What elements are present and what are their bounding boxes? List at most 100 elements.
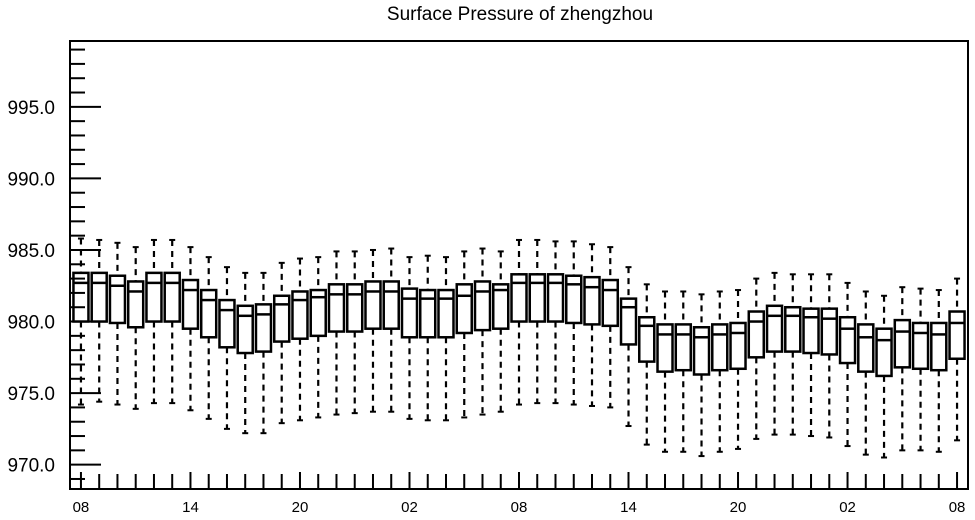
box-8 — [218, 266, 236, 430]
box-21 — [455, 250, 473, 419]
box-body — [838, 315, 857, 365]
y-tick-label: 970.0 — [7, 456, 55, 477]
box-42 — [838, 281, 857, 448]
box-11 — [272, 261, 291, 425]
box-body — [729, 321, 747, 371]
box-body — [930, 321, 948, 372]
box-body — [236, 304, 254, 355]
box-body — [218, 298, 236, 349]
box-4 — [145, 238, 163, 405]
box-body — [90, 271, 108, 323]
box-body — [619, 297, 638, 346]
box-25 — [528, 238, 547, 405]
box-36 — [729, 289, 747, 450]
x-tick-label: 02 — [839, 499, 856, 516]
box-group — [72, 237, 966, 459]
box-15 — [345, 250, 364, 415]
box-body — [309, 288, 327, 338]
box-body — [364, 280, 382, 330]
box-41 — [820, 273, 839, 439]
box-body — [510, 273, 528, 323]
box-body — [784, 305, 802, 353]
box-body — [765, 304, 784, 353]
box-body — [857, 323, 875, 373]
box-39 — [784, 273, 802, 436]
box-body — [437, 288, 455, 339]
box-26 — [546, 240, 565, 405]
y-tick-label: 980.0 — [7, 313, 55, 334]
y-tick-label: 990.0 — [7, 169, 55, 190]
x-tick-label: 02 — [401, 499, 418, 516]
box-38 — [765, 271, 784, 436]
box-body — [601, 278, 620, 328]
box-body — [199, 288, 218, 339]
box-body — [254, 303, 273, 353]
box-body — [491, 283, 510, 330]
box-body — [656, 323, 674, 373]
box-17 — [382, 247, 400, 413]
box-body — [565, 274, 583, 325]
y-axis: 970.0 975.0 980.0 985.0 990.0 995.0 — [7, 48, 101, 480]
box-13 — [309, 256, 327, 419]
box-19 — [418, 254, 437, 422]
box-body — [802, 307, 820, 355]
box-27 — [565, 240, 583, 406]
box-14 — [327, 250, 346, 416]
box-body — [528, 273, 547, 323]
box-body — [893, 318, 912, 369]
y-tick-label: 985.0 — [7, 241, 55, 262]
box-37 — [747, 277, 766, 440]
box-29 — [601, 246, 620, 409]
y-tick-label: 995.0 — [7, 98, 55, 119]
x-tick-label: 08 — [73, 499, 90, 516]
box-34 — [692, 293, 711, 458]
box-body — [272, 294, 291, 343]
box-44 — [875, 294, 893, 459]
box-28 — [583, 243, 601, 407]
x-tick-label: 08 — [949, 499, 966, 516]
box-body — [108, 274, 127, 325]
box-32 — [656, 290, 674, 453]
box-body — [145, 271, 163, 323]
box-body — [875, 327, 893, 378]
x-tick-label: 20 — [292, 499, 309, 516]
box-40 — [802, 273, 820, 438]
box-6 — [181, 246, 200, 412]
box-body — [327, 283, 346, 333]
x-axis: 08 14 20 02 08 14 20 02 08 — [73, 472, 966, 516]
box-2 — [108, 241, 127, 406]
box-48 — [948, 277, 966, 442]
box-body — [473, 280, 492, 332]
box-body — [72, 271, 90, 323]
box-body — [291, 290, 309, 340]
box-30 — [619, 266, 638, 428]
box-22 — [473, 247, 492, 416]
x-tick-label: 14 — [182, 499, 199, 516]
box-12 — [291, 257, 309, 422]
x-tick-label: 08 — [511, 499, 528, 516]
x-tick-label: 14 — [620, 499, 637, 516]
box-23 — [491, 250, 510, 413]
box-3 — [126, 246, 145, 410]
box-5 — [163, 238, 181, 405]
box-18 — [400, 256, 419, 420]
chart-title: Surface Pressure of zhengzhou — [386, 4, 654, 25]
box-body — [638, 315, 656, 363]
box-33 — [674, 290, 693, 453]
box-body — [546, 273, 565, 323]
box-body — [382, 280, 400, 330]
box-9 — [236, 271, 254, 435]
box-24 — [510, 238, 528, 406]
box-body — [948, 310, 966, 361]
box-body — [400, 287, 419, 339]
box-body — [820, 307, 839, 356]
box-body — [911, 321, 930, 371]
box-body — [455, 283, 473, 335]
box-body — [674, 323, 693, 372]
box-7 — [199, 256, 218, 420]
box-body — [418, 288, 437, 339]
box-16 — [364, 248, 382, 413]
box-body — [747, 310, 766, 359]
box-46 — [911, 287, 930, 452]
